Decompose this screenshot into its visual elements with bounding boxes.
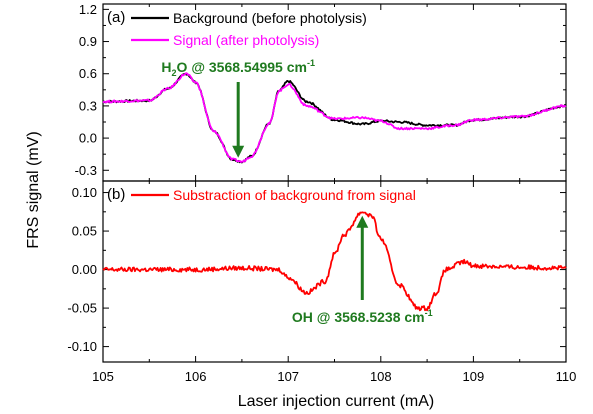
x-tick-label: 107: [277, 369, 299, 384]
annotation-arrow-head: [356, 215, 369, 228]
series-line: [102, 72, 567, 163]
y-tick-label: -0.05: [67, 301, 97, 316]
x-tick-label: 110: [556, 369, 577, 384]
plot-frame-a: [102, 3, 567, 182]
annotation-label: OH @ 3568.5238 cm-1: [292, 308, 433, 325]
annotation-label: H2O @ 3568.54995 cm-1: [161, 58, 315, 78]
y-tick-label: -0.3: [75, 163, 97, 178]
panel-label: (b): [107, 186, 125, 203]
x-tick-label: 109: [463, 369, 485, 384]
y-tick-label: 0.00: [72, 262, 97, 277]
y-tick-label: 0.0: [79, 131, 97, 146]
x-tick-label: 105: [92, 369, 114, 384]
y-tick-label: 0.3: [79, 98, 97, 113]
y-tick-label: 0.10: [72, 185, 97, 200]
panel-label: (a): [107, 9, 125, 26]
legend-label: Signal (after photolysis): [173, 32, 319, 48]
x-tick-label: 106: [185, 369, 207, 384]
legend-label: Background (before photolysis): [173, 10, 367, 26]
legend-label: Substraction of background from signal: [173, 187, 416, 203]
panel-a: -0.3 0.0 0.3 0.6 0.9 1.2 (a) Background (before…: [75, 2, 567, 182]
y-axis-label: FRS signal (mV): [25, 131, 42, 248]
y-tick-label: 0.6: [79, 66, 97, 81]
x-axis-label: Laser injection current (mA): [238, 393, 435, 410]
y-tick-label: 0.9: [79, 34, 97, 49]
panel-b: -0.10 -0.05 0.00 0.05 0.10 105 106 107 108 109 110…: [67, 180, 577, 384]
y-tick-label: 0.05: [72, 224, 97, 239]
x-tick-label: 108: [370, 369, 392, 384]
annotation-arrow-head: [232, 145, 245, 158]
y-tick-label: -0.10: [67, 339, 97, 354]
series-line: [102, 211, 567, 312]
y-tick-label: 1.2: [79, 2, 97, 17]
